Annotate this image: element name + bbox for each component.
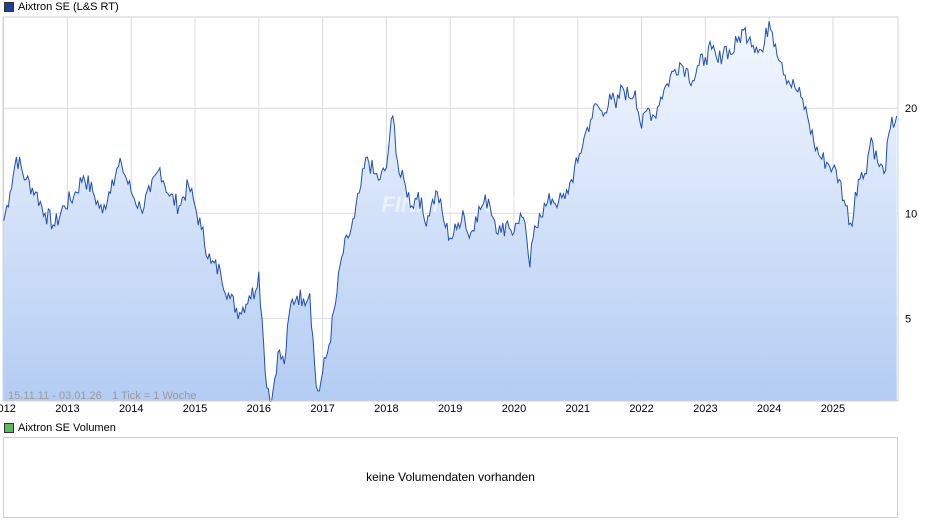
x-tick-label: 2014 (119, 403, 143, 415)
price-chart: FINANZEN.NET 15.11.11 - 03.01.26 1 Tick … (0, 16, 917, 415)
y-tick-label: 5 (905, 313, 911, 325)
date-range-info: 15.11.11 - 03.01.26 (8, 390, 102, 402)
volume-legend-label: Aixtron SE Volumen (18, 422, 116, 434)
chart-frame (2, 16, 899, 402)
y-tick-label: 10 (905, 208, 917, 220)
x-tick-label: 2020 (502, 403, 526, 415)
price-line (3, 21, 898, 403)
x-tick-label: 2024 (757, 403, 781, 415)
volume-empty-message: keine Volumendaten vorhanden (366, 470, 535, 484)
x-tick-label: 2013 (55, 403, 79, 415)
y-tick-label: 20 (905, 103, 917, 115)
price-legend-label: Aixtron SE (L&S RT) (18, 1, 119, 13)
x-tick-label: 2022 (629, 403, 653, 415)
volume-legend-swatch (4, 423, 14, 433)
price-area-fill (3, 21, 897, 402)
y-axis-labels: 5 10 20 (905, 103, 917, 325)
x-axis-labels: 2012 2013 2014 2015 2016 2017 2018 2019 2020 2021… (0, 403, 845, 415)
x-tick-label: 2019 (438, 403, 462, 415)
volume-panel: keine Volumendaten vorhanden (3, 437, 898, 518)
x-tick-label: 2018 (374, 403, 398, 415)
x-tick-label: 2025 (821, 403, 845, 415)
price-legend: Aixtron SE (L&S RT) (4, 0, 119, 14)
x-tick-label: 2023 (693, 403, 717, 415)
price-legend-swatch (4, 2, 14, 12)
volume-legend: Aixtron SE Volumen (4, 421, 116, 435)
x-tick-label: 2021 (566, 403, 590, 415)
tick-info: 1 Tick = 1 Woche (112, 390, 196, 402)
x-tick-label: 2012 (0, 403, 16, 415)
x-tick-label: 2015 (183, 403, 207, 415)
x-tick-label: 2017 (310, 403, 334, 415)
x-tick-label: 2016 (247, 403, 271, 415)
